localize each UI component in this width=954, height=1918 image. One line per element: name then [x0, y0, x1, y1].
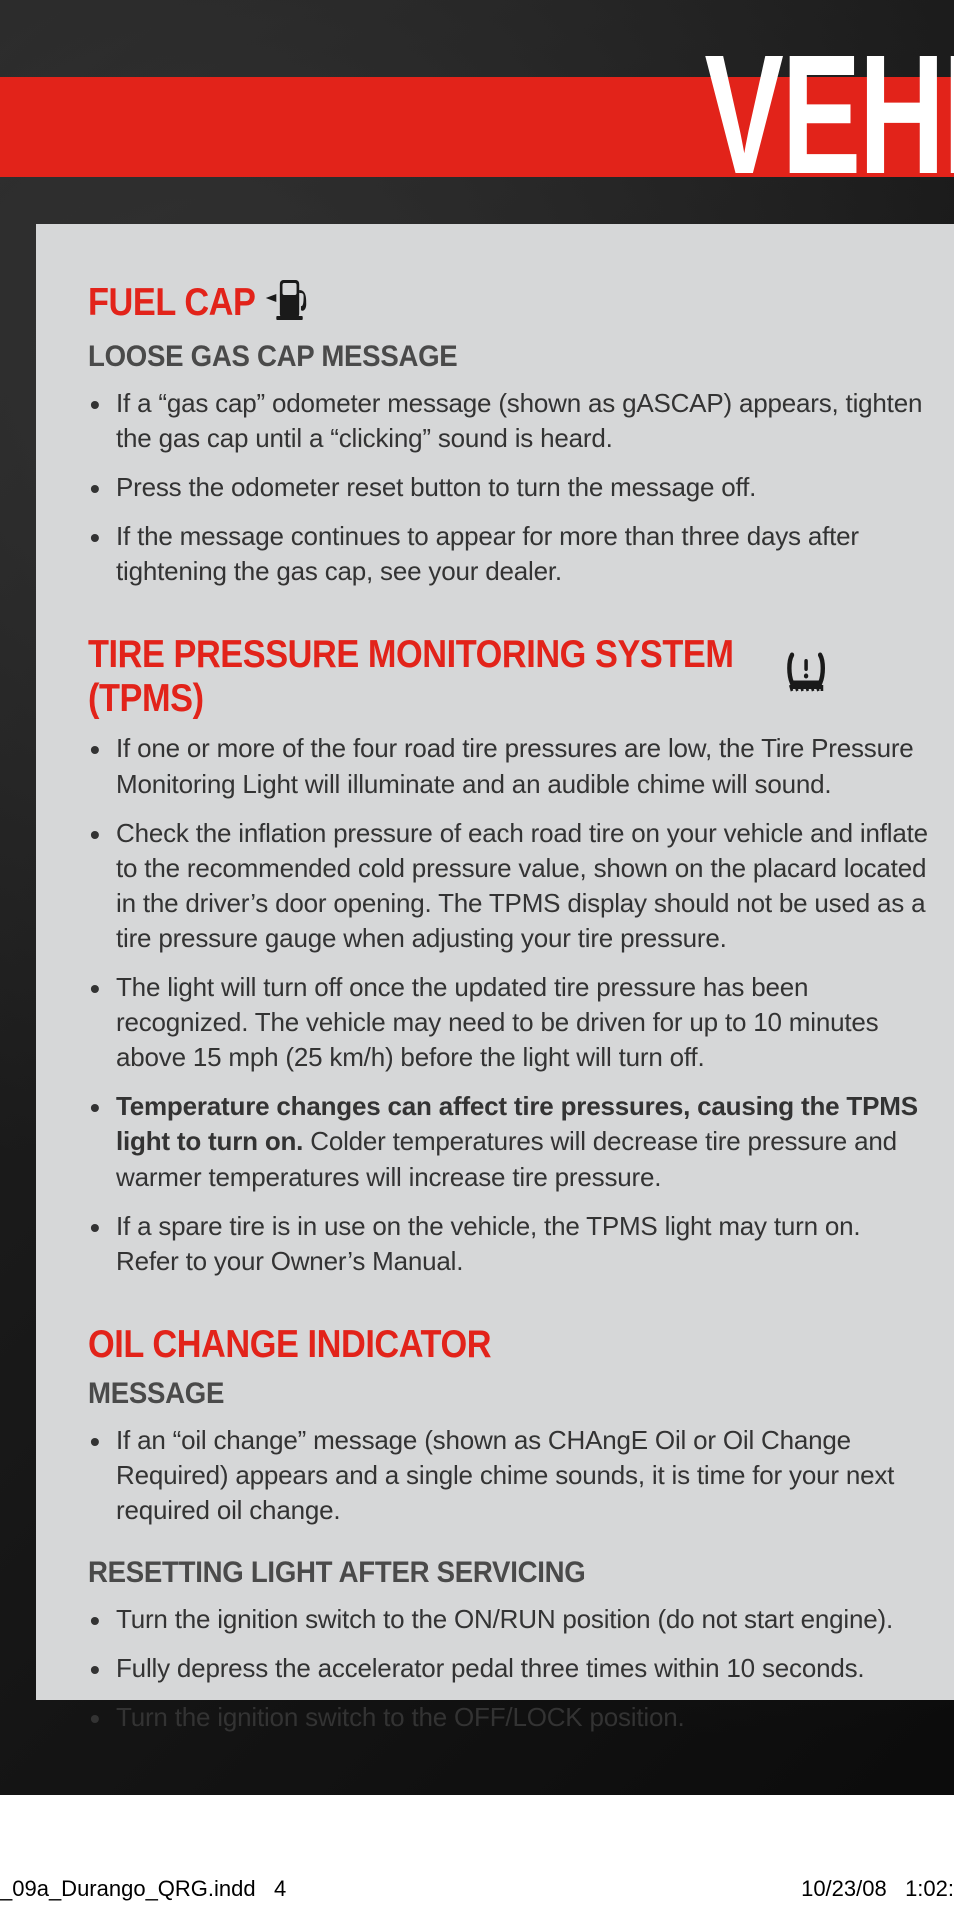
footer-right: 10/23/08 1:02:: [801, 1876, 954, 1902]
section-title-text: TIRE PRESSURE MONITORING SYSTEM (TPMS): [88, 633, 774, 721]
bullet-item: Press the odometer reset button to turn …: [116, 470, 928, 505]
footer-filename: _09a_Durango_QRG.indd: [0, 1876, 256, 1901]
bullet-item: Temperature changes can affect tire pres…: [116, 1089, 928, 1194]
bullet-list-oil-reset: Turn the ignition switch to the ON/RUN p…: [88, 1602, 928, 1735]
subtitle-loose-gas-cap: LOOSE GAS CAP MESSAGE: [88, 340, 861, 374]
fuel-pump-icon: [266, 276, 312, 330]
bullet-item: Turn the ignition switch to the ON/RUN p…: [116, 1602, 928, 1637]
section-fuel-cap: FUEL CAP LOOSE GAS CAP MESSAGE: [88, 276, 928, 589]
bullet-item: The light will turn off once the updated…: [116, 970, 928, 1075]
bullet-item: Turn the ignition switch to the OFF/LOCK…: [116, 1700, 928, 1735]
content-panel: FUEL CAP LOOSE GAS CAP MESSAGE: [36, 224, 954, 1700]
section-title-tpms: TIRE PRESSURE MONITORING SYSTEM (TPMS): [88, 633, 827, 721]
footer-left: _09a_Durango_QRG.indd 4: [0, 1876, 286, 1902]
section-title-fuel-cap: FUEL CAP: [88, 276, 827, 330]
bullet-item: Check the inflation pressure of each roa…: [116, 816, 928, 956]
footer-time: 1:02:: [905, 1876, 954, 1901]
section-title-text: FUEL CAP: [88, 281, 255, 325]
bullet-list-oil-message: If an “oil change” message (shown as CHA…: [88, 1423, 928, 1528]
section-title-text: OIL CHANGE INDICATOR: [88, 1323, 491, 1367]
bullet-item: If the message continues to appear for m…: [116, 519, 928, 589]
section-tpms: TIRE PRESSURE MONITORING SYSTEM (TPMS): [88, 633, 928, 1278]
footer: _09a_Durango_QRG.indd 4 10/23/08 1:02:: [0, 1860, 954, 1918]
subtitle-oil-reset: RESETTING LIGHT AFTER SERVICING: [88, 1556, 861, 1590]
bullet-item: Fully depress the accelerator pedal thre…: [116, 1651, 928, 1686]
bullet-item: If a spare tire is in use on the vehicle…: [116, 1209, 928, 1279]
bullet-item: If an “oil change” message (shown as CHA…: [116, 1423, 928, 1528]
page: VEHI FUEL CAP LO: [0, 0, 954, 1918]
bullet-list-fuel-cap: If a “gas cap” odometer message (shown a…: [88, 386, 928, 589]
bullet-item: If a “gas cap” odometer message (shown a…: [116, 386, 928, 456]
tpms-icon: [785, 651, 827, 703]
bullet-item: If one or more of the four road tire pre…: [116, 731, 928, 801]
footer-date: 10/23/08: [801, 1876, 887, 1901]
subtitle-oil-message: MESSAGE: [88, 1377, 861, 1411]
bullet-list-tpms: If one or more of the four road tire pre…: [88, 731, 928, 1278]
section-title-oil-change: OIL CHANGE INDICATOR: [88, 1323, 827, 1367]
footer-page-number: 4: [274, 1876, 286, 1901]
header-title-partial: VEHI: [705, 30, 954, 200]
section-oil-change: OIL CHANGE INDICATOR MESSAGE If an “oil …: [88, 1323, 928, 1736]
